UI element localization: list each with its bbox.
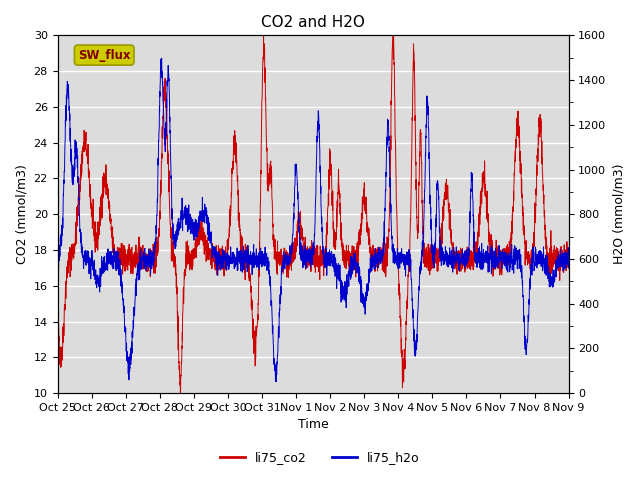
Line: li75_co2: li75_co2: [58, 36, 568, 393]
li75_h2o: [112, 252, 120, 257]
li75_h2o: [158, 55, 166, 61]
li75_co2: [564, 257, 572, 263]
li75_co2: [177, 390, 184, 396]
li75_h2o: [272, 373, 280, 379]
Line: li75_h2o: li75_h2o: [58, 58, 568, 382]
li75_co2: [54, 306, 61, 312]
Legend: li75_co2, li75_h2o: li75_co2, li75_h2o: [215, 446, 425, 469]
X-axis label: Time: Time: [298, 419, 328, 432]
Y-axis label: H2O (mmol/m3): H2O (mmol/m3): [612, 164, 625, 264]
li75_co2: [142, 268, 150, 274]
li75_co2: [112, 251, 120, 257]
li75_h2o: [555, 264, 563, 270]
li75_h2o: [250, 242, 257, 248]
Text: SW_flux: SW_flux: [78, 48, 131, 61]
li75_h2o: [273, 379, 280, 384]
li75_co2: [260, 33, 268, 38]
Title: CO2 and H2O: CO2 and H2O: [261, 15, 365, 30]
li75_co2: [272, 251, 280, 256]
li75_h2o: [142, 268, 150, 274]
li75_co2: [500, 246, 508, 252]
Y-axis label: CO2 (mmol/m3): CO2 (mmol/m3): [15, 164, 28, 264]
li75_h2o: [564, 265, 572, 271]
li75_h2o: [54, 262, 61, 267]
li75_co2: [250, 350, 257, 356]
li75_co2: [555, 252, 563, 257]
li75_h2o: [500, 252, 508, 258]
